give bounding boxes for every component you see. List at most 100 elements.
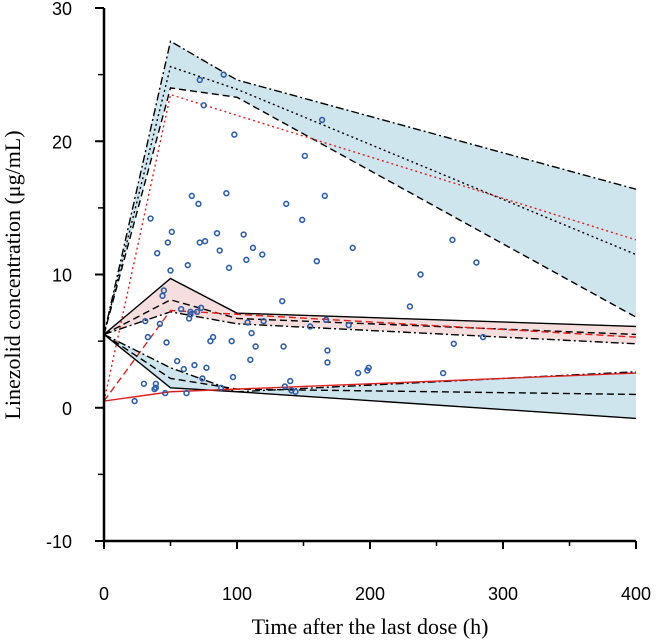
- data-point-11: [159, 292, 166, 300]
- series-median-lower-ci: [103, 311, 637, 345]
- series-5th-upper-ci: [103, 333, 637, 393]
- data-point-51: [247, 356, 254, 363]
- series-median-median: [103, 299, 637, 336]
- data-point-15: [164, 239, 172, 246]
- data-point-21: [183, 389, 190, 397]
- y-tick-label: 20: [52, 132, 72, 152]
- data-point-7: [152, 380, 160, 387]
- data-point-65: [301, 152, 309, 160]
- data-point-22: [184, 261, 191, 269]
- data-point-46: [229, 373, 237, 381]
- data-point-13: [161, 389, 169, 397]
- y-tick-label: 0: [62, 399, 72, 419]
- band-5th-percentile-prediction-interval: [104, 334, 636, 419]
- data-point-31: [196, 239, 203, 246]
- data-point-12: [160, 287, 168, 294]
- data-point-24: [187, 308, 194, 316]
- data-point-71: [324, 347, 331, 354]
- data-point-35: [201, 237, 209, 245]
- data-point-74: [349, 244, 356, 252]
- x-tick-label: 200: [355, 584, 385, 604]
- data-point-84: [479, 333, 487, 341]
- data-point-26: [188, 192, 195, 200]
- data-point-50: [244, 319, 251, 326]
- data-point-49: [243, 256, 250, 264]
- data-point-48: [240, 231, 247, 238]
- data-point-1: [131, 397, 138, 405]
- data-point-60: [283, 200, 290, 208]
- plot-area: [103, 40, 637, 420]
- data-point-14: [163, 339, 170, 346]
- data-point-53: [249, 244, 257, 252]
- x-tick-label: 400: [621, 584, 651, 604]
- data-point-39: [213, 229, 221, 237]
- series-95th-lower-ci: [103, 87, 637, 335]
- data-point-82: [450, 340, 457, 347]
- x-tick-label: 100: [222, 584, 252, 604]
- series-median-upper-ci: [103, 277, 637, 335]
- data-point-16: [167, 267, 174, 274]
- data-point-77: [365, 364, 372, 371]
- data-point-17: [168, 228, 176, 236]
- data-point-69: [321, 192, 328, 200]
- data-point-67: [313, 257, 320, 265]
- y-tick-label: 30: [52, 0, 72, 19]
- data-point-63: [292, 388, 299, 395]
- x-tick-label: 300: [488, 584, 518, 604]
- data-point-45: [228, 337, 235, 345]
- data-point-3: [142, 317, 149, 325]
- data-point-18: [173, 357, 181, 365]
- data-point-9: [154, 249, 161, 257]
- data-point-32: [197, 304, 205, 312]
- y-axis-ticks: -10 0 10 20 30: [46, 0, 104, 552]
- data-point-33: [199, 375, 206, 382]
- y-axis-title: Linezolid concentration (μg/mL): [0, 130, 25, 419]
- band-95th-percentile-prediction-interval: [104, 41, 636, 335]
- y-tick-label: -10: [46, 532, 72, 552]
- data-point-73: [345, 321, 352, 329]
- data-point-64: [298, 216, 306, 224]
- y-tick-label: 10: [52, 266, 72, 286]
- x-axis-ticks: 0 100 200 300 400: [99, 541, 651, 604]
- data-point-25: [187, 311, 194, 318]
- x-tick-label: 0: [99, 584, 109, 604]
- series-5th-observed: [103, 372, 637, 402]
- data-point-61: [287, 377, 294, 385]
- data-point-20: [180, 365, 188, 373]
- data-point-44: [225, 264, 233, 272]
- data-point-41: [217, 384, 225, 391]
- data-point-34: [200, 102, 207, 109]
- data-point-68: [318, 116, 326, 124]
- data-point-66: [306, 323, 314, 330]
- data-point-59: [281, 383, 289, 390]
- series-5th-median: [103, 333, 637, 396]
- data-point-4: [144, 333, 152, 341]
- series-95th-median: [103, 65, 637, 335]
- data-point-29: [195, 200, 202, 208]
- data-point-81: [449, 236, 456, 244]
- data-point-57: [279, 297, 286, 305]
- data-point-8: [152, 384, 160, 391]
- data-point-54: [252, 343, 259, 350]
- data-point-42: [220, 71, 227, 78]
- data-point-19: [177, 305, 185, 313]
- data-point-78: [406, 303, 414, 310]
- band-median-prediction-interval: [104, 278, 636, 344]
- data-point-52: [248, 329, 255, 337]
- data-point-28: [193, 308, 201, 316]
- data-point-58: [280, 343, 287, 350]
- data-point-75: [354, 369, 362, 377]
- data-point-40: [216, 247, 223, 254]
- data-point-38: [209, 333, 217, 341]
- data-point-80: [439, 369, 447, 377]
- data-point-70: [322, 316, 330, 324]
- data-point-47: [231, 131, 238, 138]
- data-point-5: [147, 215, 154, 222]
- x-axis-title: Time after the last dose (h): [252, 614, 489, 639]
- data-point-27: [191, 361, 198, 369]
- series-median-observed: [103, 309, 637, 402]
- series-95th-upper-ci: [103, 40, 637, 335]
- data-point-83: [473, 259, 480, 266]
- data-point-30: [196, 76, 203, 84]
